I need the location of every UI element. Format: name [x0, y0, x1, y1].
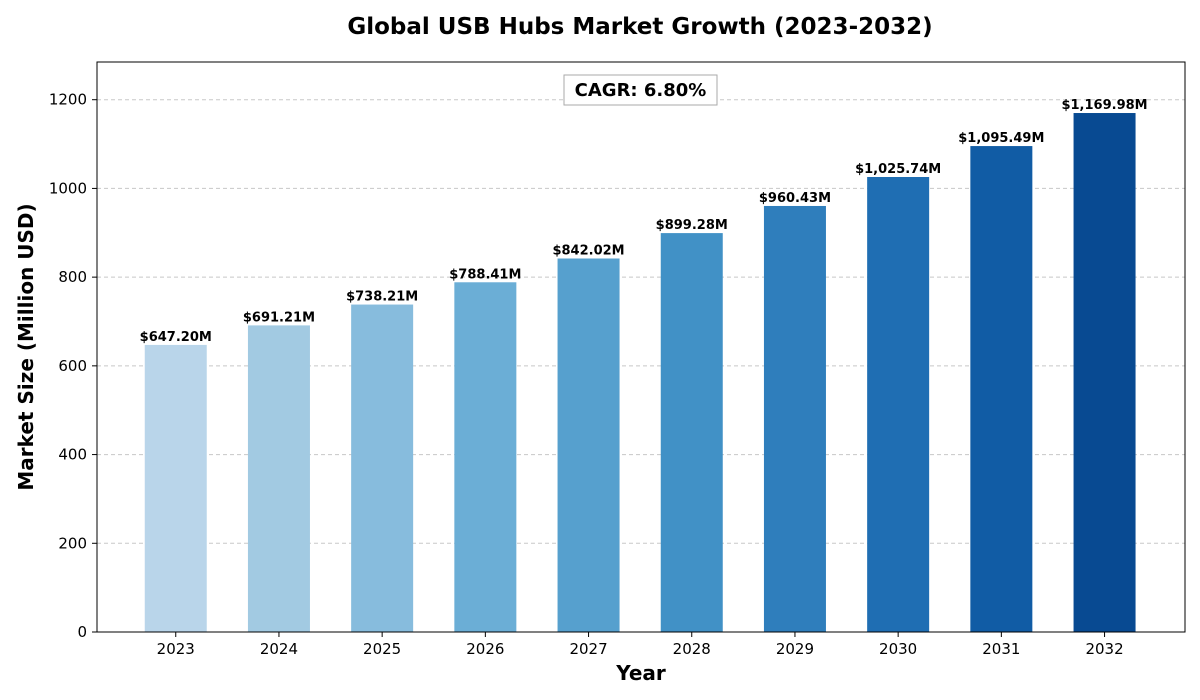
bar-value-labels: $647.20M $691.21M $738.21M $788.41M $842.02M…: [140, 98, 1148, 345]
y-tick-label: 1200: [49, 91, 87, 109]
x-tick-label: 2025: [363, 640, 401, 658]
x-tick-label: 2027: [569, 640, 607, 658]
cagr-annotation-box: [563, 74, 718, 106]
y-tick-label: 600: [58, 357, 87, 375]
bar: [557, 258, 620, 632]
y-tick-label: 400: [58, 446, 87, 464]
bar-value-label: $1,025.74M: [855, 162, 941, 177]
x-tick-label: 2029: [776, 640, 814, 658]
x-tick-label: 2031: [982, 640, 1020, 658]
bar-value-label: $960.43M: [759, 191, 831, 206]
bar-value-label: $691.21M: [243, 310, 315, 325]
cagr-annotation: CAGR: 6.80%: [563, 74, 718, 106]
x-axis-label: Year: [615, 661, 666, 685]
y-axis-label: Market Size (Million USD): [14, 203, 38, 490]
x-tick-label: 2030: [879, 640, 917, 658]
x-tick-label: 2032: [1085, 640, 1123, 658]
x-axis-ticks: 2023 2024 2025 2026 2027 2028 2029 2030 2031 2032: [157, 632, 1124, 658]
chart-title: Global USB Hubs Market Growth (2023-2032…: [347, 14, 932, 40]
bar: [454, 282, 517, 632]
bar: [660, 233, 723, 632]
bar-value-label: $738.21M: [346, 290, 418, 305]
y-tick-label: 800: [58, 268, 87, 286]
plot-frame: [96, 61, 1186, 633]
bar-value-label: $842.02M: [552, 243, 624, 258]
x-tick-label: 2024: [260, 640, 298, 658]
x-tick-label: 2026: [466, 640, 504, 658]
axes: [96, 61, 1186, 633]
bar: [351, 304, 414, 632]
x-tick-label: 2028: [673, 640, 711, 658]
bar-value-label: $899.28M: [656, 218, 728, 233]
bar: [247, 325, 310, 632]
cagr-annotation-text: CAGR: 6.80%: [575, 80, 707, 101]
bars: [144, 113, 1136, 632]
bar-value-label: $647.20M: [140, 330, 212, 345]
bar-value-label: $1,095.49M: [958, 131, 1044, 146]
bar-value-label: $1,169.98M: [1061, 98, 1147, 113]
y-tick-label: 200: [58, 534, 87, 552]
y-axis-ticks: 0 200 400 600 800 1000 1200: [49, 91, 97, 641]
x-tick-label: 2023: [157, 640, 195, 658]
bar: [144, 344, 207, 632]
bar: [763, 205, 826, 632]
y-tick-label: 0: [77, 623, 87, 641]
bar: [867, 177, 930, 632]
bar-value-label: $788.41M: [449, 267, 521, 282]
y-tick-label: 1000: [49, 179, 87, 197]
bar: [970, 146, 1033, 632]
bar: [1073, 113, 1136, 632]
